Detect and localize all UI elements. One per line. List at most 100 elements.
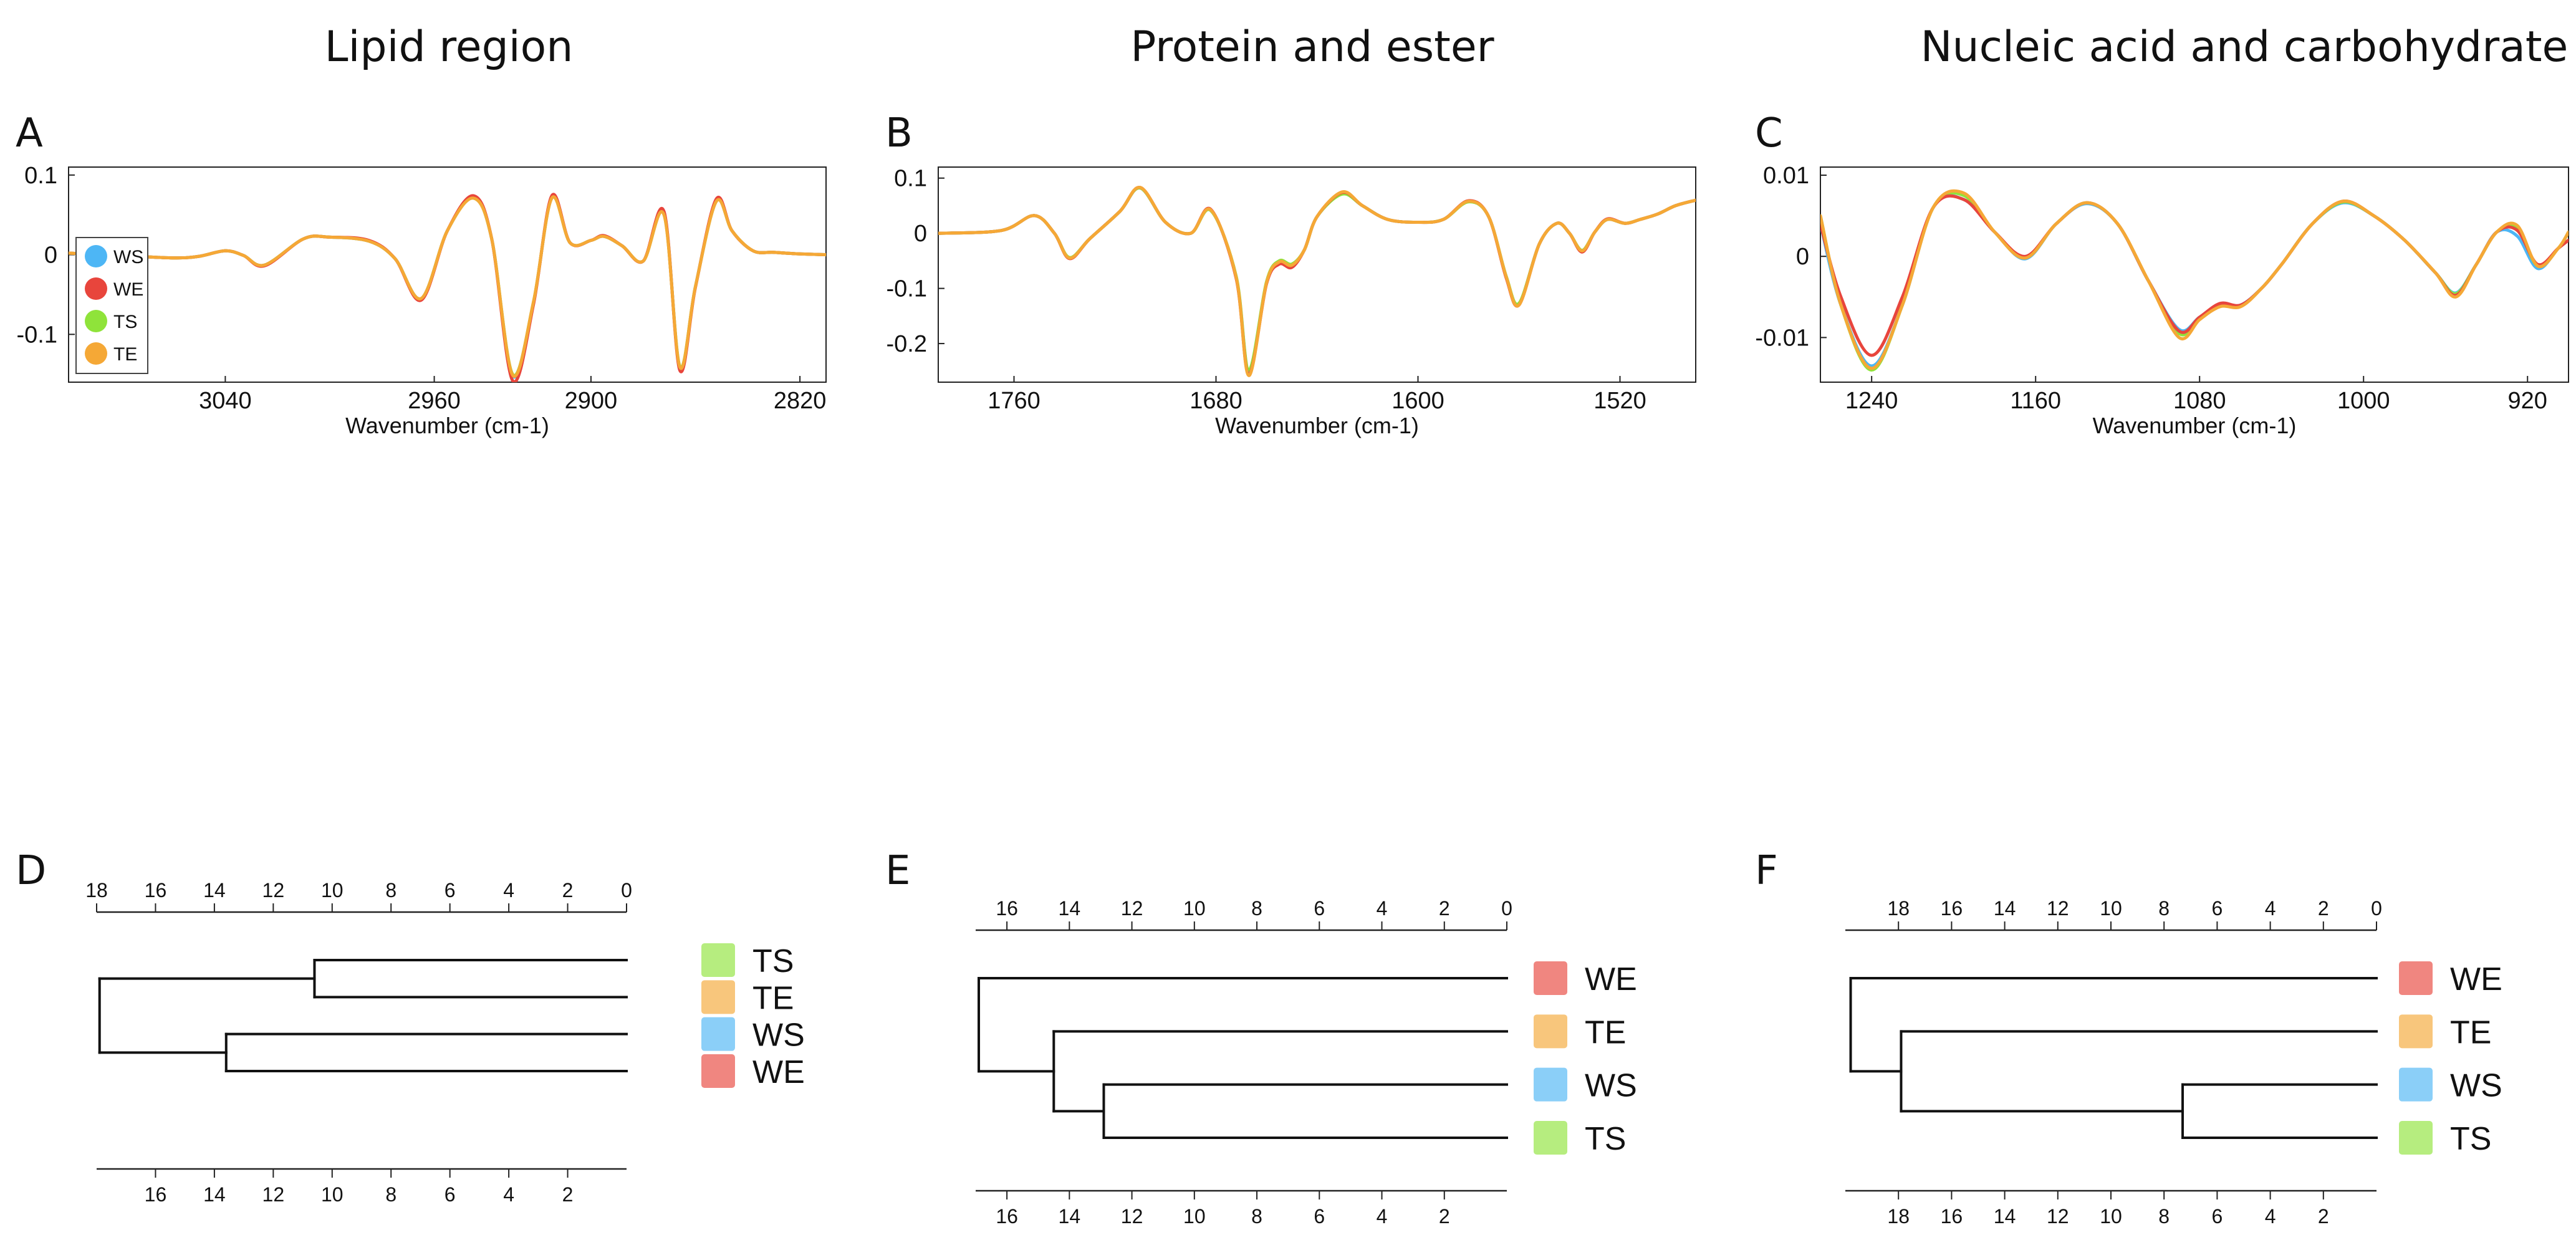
leaf-label-we: WE — [2450, 961, 2502, 997]
y-tick-label: -0.1 — [17, 322, 57, 348]
plot-frame — [68, 166, 827, 383]
leaf-swatch-te — [701, 980, 735, 1014]
top-axis-tick-label: 0 — [1501, 897, 1512, 920]
x-tick-label: 1240 — [1845, 388, 1898, 414]
legend-label-te: TE — [113, 344, 137, 365]
x-tick-label: 920 — [2508, 388, 2547, 414]
panel-letter-c: C — [1755, 110, 1783, 156]
series-line-te — [69, 195, 826, 378]
bottom-axis-tick-label: 16 — [145, 1183, 167, 1206]
bottom-axis-tick-label: 18 — [1887, 1205, 1910, 1228]
bottom-axis-tick-label: 6 — [445, 1183, 456, 1206]
top-axis-tick-label: 4 — [503, 879, 514, 901]
legend-marker-te — [85, 342, 107, 365]
top-axis-tick-label: 14 — [203, 879, 226, 901]
leaf-label-te: TE — [1585, 1014, 1626, 1050]
bottom-axis-tick-label: 4 — [503, 1183, 514, 1206]
top-axis-tick-label: 0 — [2371, 897, 2382, 920]
bottom-axis-tick-label: 12 — [262, 1183, 285, 1206]
y-tick-label: 0 — [1796, 244, 1809, 270]
bottom-axis-tick-label: 4 — [2265, 1205, 2276, 1228]
leaf-swatch-ts — [701, 943, 735, 977]
top-axis-tick-label: 4 — [1377, 897, 1388, 920]
leaf-swatch-ws — [1534, 1067, 1567, 1102]
chart-lipid-spectrum: 0.1 0 -0.1 3040 2960 2900 2820 Wavenumber (cm-1… — [17, 163, 827, 438]
top-axis-tick-label: 10 — [321, 879, 344, 901]
top-axis-tick-label: 10 — [1183, 897, 1206, 920]
top-axis-tick-label: 14 — [1059, 897, 1081, 920]
bottom-axis-tick-label: 2 — [2318, 1205, 2329, 1228]
leaf-swatch-ws — [701, 1017, 735, 1051]
leaf-swatch-ws — [2399, 1067, 2433, 1102]
x-tick-label: 1520 — [1593, 388, 1646, 414]
bottom-axis-tick-label: 16 — [1941, 1205, 1963, 1228]
bottom-axis-tick-label: 12 — [2047, 1205, 2069, 1228]
bottom-axis-tick-label: 8 — [385, 1183, 396, 1206]
x-tick-label: 2960 — [408, 388, 461, 414]
panel-letter-d: D — [16, 848, 46, 894]
top-axis-tick-label: 16 — [1941, 897, 1963, 920]
top-axis-tick-label: 12 — [262, 879, 285, 901]
leaf-label-we: WE — [752, 1054, 805, 1090]
panel-letter-f: F — [1755, 848, 1778, 894]
y-tick-label: -0.2 — [887, 331, 927, 357]
leaf-swatch-te — [1534, 1014, 1567, 1049]
y-tick-label: -0.1 — [887, 276, 927, 302]
bottom-axis-tick-label: 14 — [203, 1183, 226, 1206]
bottom-axis-tick-label: 6 — [2212, 1205, 2223, 1228]
leaf-swatch-we — [1534, 961, 1567, 995]
legend-marker-ws — [85, 245, 107, 267]
top-axis-tick-label: 8 — [1251, 897, 1262, 920]
bottom-axis-tick-label: 6 — [1314, 1205, 1325, 1228]
legend-marker-ts — [85, 310, 107, 332]
top-axis-tick-label: 18 — [85, 879, 108, 901]
top-axis-tick-label: 8 — [2158, 897, 2170, 920]
leaf-label-ts: TS — [752, 943, 794, 979]
title-protein-and-ester: Protein and ester — [1130, 22, 1494, 72]
dendrogram-protein: 16 14 12 10 8 6 4 2 0 16 14 12 10 8 6 4 2 WE TE WS TS — [976, 897, 1637, 1228]
leaf-swatch-we — [701, 1054, 735, 1088]
leaf-label-ws: WS — [2450, 1068, 2502, 1104]
top-axis-tick-label: 8 — [385, 879, 396, 901]
panel-letter-e: E — [885, 848, 910, 894]
x-tick-label: 2820 — [774, 388, 827, 414]
bottom-axis-tick-label: 10 — [2100, 1205, 2122, 1228]
top-axis-tick-label: 0 — [621, 879, 632, 901]
leaf-label-ws: WS — [752, 1017, 805, 1054]
bottom-axis-tick-label: 2 — [1439, 1205, 1450, 1228]
x-tick-label: 1000 — [2337, 388, 2390, 414]
leaf-label-ws: WS — [1585, 1068, 1637, 1104]
bottom-axis-tick-label: 10 — [1183, 1205, 1206, 1228]
bottom-axis-tick-label: 14 — [1059, 1205, 1081, 1228]
top-axis-tick-label: 16 — [145, 879, 167, 901]
y-tick-label: 0.1 — [24, 163, 57, 189]
bottom-axis-tick-label: 12 — [1121, 1205, 1143, 1228]
top-axis-tick-label: 12 — [1121, 897, 1143, 920]
bottom-axis-tick-label: 14 — [1994, 1205, 2016, 1228]
y-tick-label: 0.01 — [1763, 163, 1809, 189]
title-lipid-region: Lipid region — [325, 22, 574, 72]
top-axis-tick-label: 12 — [2047, 897, 2069, 920]
y-tick-label: 0 — [44, 243, 57, 269]
leaf-label-ts: TS — [2450, 1121, 2491, 1157]
x-tick-label: 1600 — [1391, 388, 1444, 414]
leaf-label-te: TE — [2450, 1014, 2491, 1050]
leaf-swatch-ts — [1534, 1121, 1567, 1155]
leaf-swatch-ts — [2399, 1121, 2433, 1155]
legend-marker-we — [85, 277, 107, 300]
top-axis-tick-label: 16 — [996, 897, 1018, 920]
x-tick-label: 1160 — [2010, 388, 2061, 414]
y-tick-label: 0.1 — [894, 166, 927, 192]
top-axis-tick-label: 2 — [1439, 897, 1450, 920]
x-axis-label: Wavenumber (cm-1) — [1215, 413, 1419, 438]
panel-letter-a: A — [16, 110, 43, 156]
chart-nucleic-spectrum: 0.01 0 -0.01 1240 1160 1080 1000 920 Wavenumber … — [1755, 163, 2569, 438]
leaf-swatch-we — [2399, 961, 2433, 995]
x-axis-label: Wavenumber (cm-1) — [345, 413, 549, 438]
x-tick-label: 1080 — [2173, 388, 2226, 414]
leaf-swatch-te — [2399, 1014, 2433, 1049]
legend-label-ws: WS — [113, 247, 143, 267]
